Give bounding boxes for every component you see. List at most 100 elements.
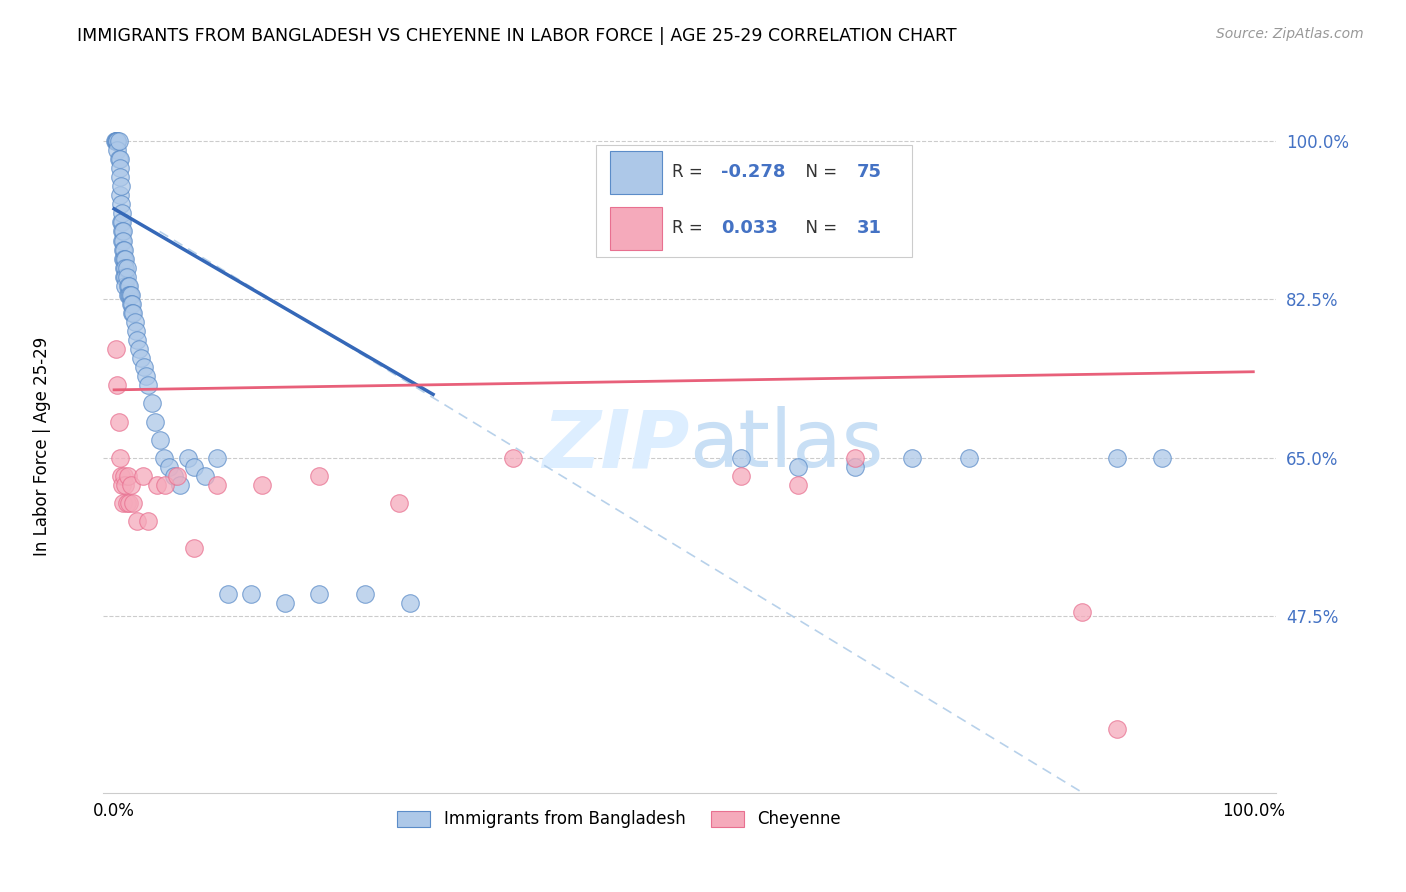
Point xyxy=(308,586,330,600)
Point xyxy=(117,278,139,293)
Point xyxy=(141,396,163,410)
Text: In Labor Force | Age 25-29: In Labor Force | Age 25-29 xyxy=(34,336,51,556)
Point xyxy=(117,288,139,302)
Point xyxy=(107,143,129,157)
Text: 31: 31 xyxy=(858,219,882,237)
Point xyxy=(108,450,131,465)
Point xyxy=(118,288,141,302)
Point xyxy=(114,278,136,293)
Point xyxy=(112,468,135,483)
Point xyxy=(308,468,330,483)
Point xyxy=(115,269,138,284)
Point xyxy=(155,478,177,492)
Point xyxy=(112,252,135,266)
Point xyxy=(502,450,524,465)
Point xyxy=(125,514,148,528)
Point xyxy=(110,215,132,229)
Text: -0.278: -0.278 xyxy=(721,163,786,181)
Point xyxy=(250,478,273,492)
Point xyxy=(146,478,169,492)
Point xyxy=(149,433,172,447)
Text: Source: ZipAtlas.com: Source: ZipAtlas.com xyxy=(1216,27,1364,41)
Point xyxy=(105,134,128,148)
Point xyxy=(205,450,228,465)
Point xyxy=(112,269,135,284)
Point xyxy=(120,297,142,311)
Point xyxy=(125,333,148,347)
Point xyxy=(112,224,135,238)
Point xyxy=(217,586,239,600)
Point xyxy=(957,450,980,465)
Point xyxy=(107,415,129,429)
Point xyxy=(128,342,150,356)
Point xyxy=(108,152,131,166)
Point xyxy=(114,478,136,492)
Text: N =: N = xyxy=(794,163,842,181)
FancyBboxPatch shape xyxy=(610,151,662,194)
Text: N =: N = xyxy=(794,219,842,237)
Text: R =: R = xyxy=(672,163,707,181)
Point xyxy=(786,478,808,492)
Point xyxy=(114,252,136,266)
Point xyxy=(183,459,205,474)
Point xyxy=(118,278,141,293)
Point xyxy=(117,468,139,483)
Point xyxy=(108,161,131,175)
Point xyxy=(121,306,143,320)
Point xyxy=(1105,450,1128,465)
Point xyxy=(194,468,217,483)
Point xyxy=(105,342,128,356)
Point xyxy=(114,269,136,284)
Point xyxy=(388,496,411,510)
Point xyxy=(107,134,129,148)
Point xyxy=(177,450,200,465)
Point xyxy=(730,468,752,483)
Point xyxy=(112,243,135,257)
Point xyxy=(136,514,159,528)
Point xyxy=(1105,723,1128,737)
Point xyxy=(132,360,155,375)
Point xyxy=(112,234,135,248)
Point xyxy=(1071,605,1094,619)
Point xyxy=(107,134,129,148)
Point xyxy=(108,188,131,202)
Point xyxy=(107,152,129,166)
Point xyxy=(1152,450,1174,465)
Point xyxy=(730,450,752,465)
Point xyxy=(120,478,142,492)
Point xyxy=(115,496,138,510)
Text: 75: 75 xyxy=(858,163,882,181)
Point xyxy=(111,215,134,229)
Point xyxy=(153,450,176,465)
Point xyxy=(107,134,129,148)
Point xyxy=(157,459,180,474)
Point xyxy=(122,496,145,510)
Point xyxy=(110,468,132,483)
Point xyxy=(900,450,922,465)
Point xyxy=(136,378,159,392)
Point xyxy=(120,288,142,302)
Point xyxy=(166,468,188,483)
Point xyxy=(169,478,191,492)
Point xyxy=(111,234,134,248)
Text: R =: R = xyxy=(672,219,707,237)
FancyBboxPatch shape xyxy=(610,207,662,250)
Point xyxy=(112,496,135,510)
Point xyxy=(353,586,375,600)
Point xyxy=(115,260,138,275)
FancyBboxPatch shape xyxy=(596,145,912,257)
Point xyxy=(844,459,866,474)
Point xyxy=(163,468,186,483)
Point xyxy=(112,243,135,257)
Point xyxy=(111,224,134,238)
Legend: Immigrants from Bangladesh, Cheyenne: Immigrants from Bangladesh, Cheyenne xyxy=(391,804,848,835)
Text: 0.033: 0.033 xyxy=(721,219,778,237)
Point xyxy=(124,315,146,329)
Point xyxy=(110,179,132,194)
Point xyxy=(399,596,422,610)
Point xyxy=(131,351,153,366)
Point xyxy=(131,468,153,483)
Point xyxy=(143,415,166,429)
Point xyxy=(112,260,135,275)
Text: atlas: atlas xyxy=(689,406,884,484)
